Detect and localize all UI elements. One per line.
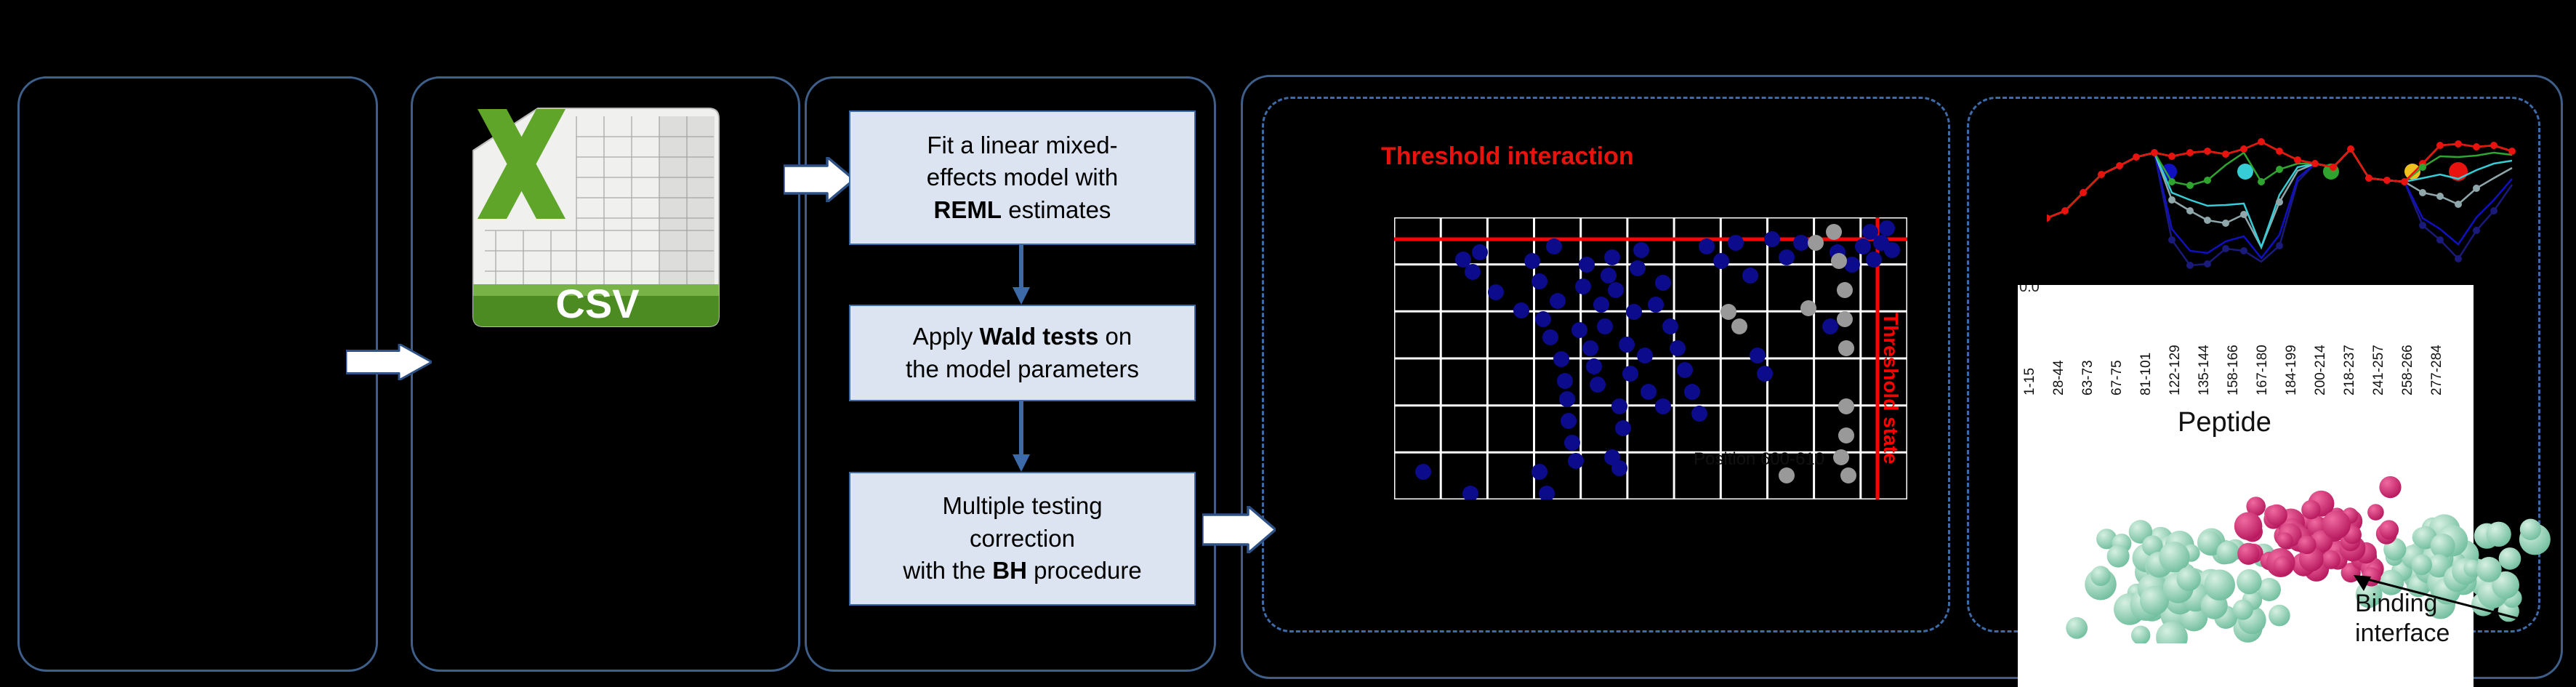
svg-text:CSV: CSV: [555, 281, 639, 326]
